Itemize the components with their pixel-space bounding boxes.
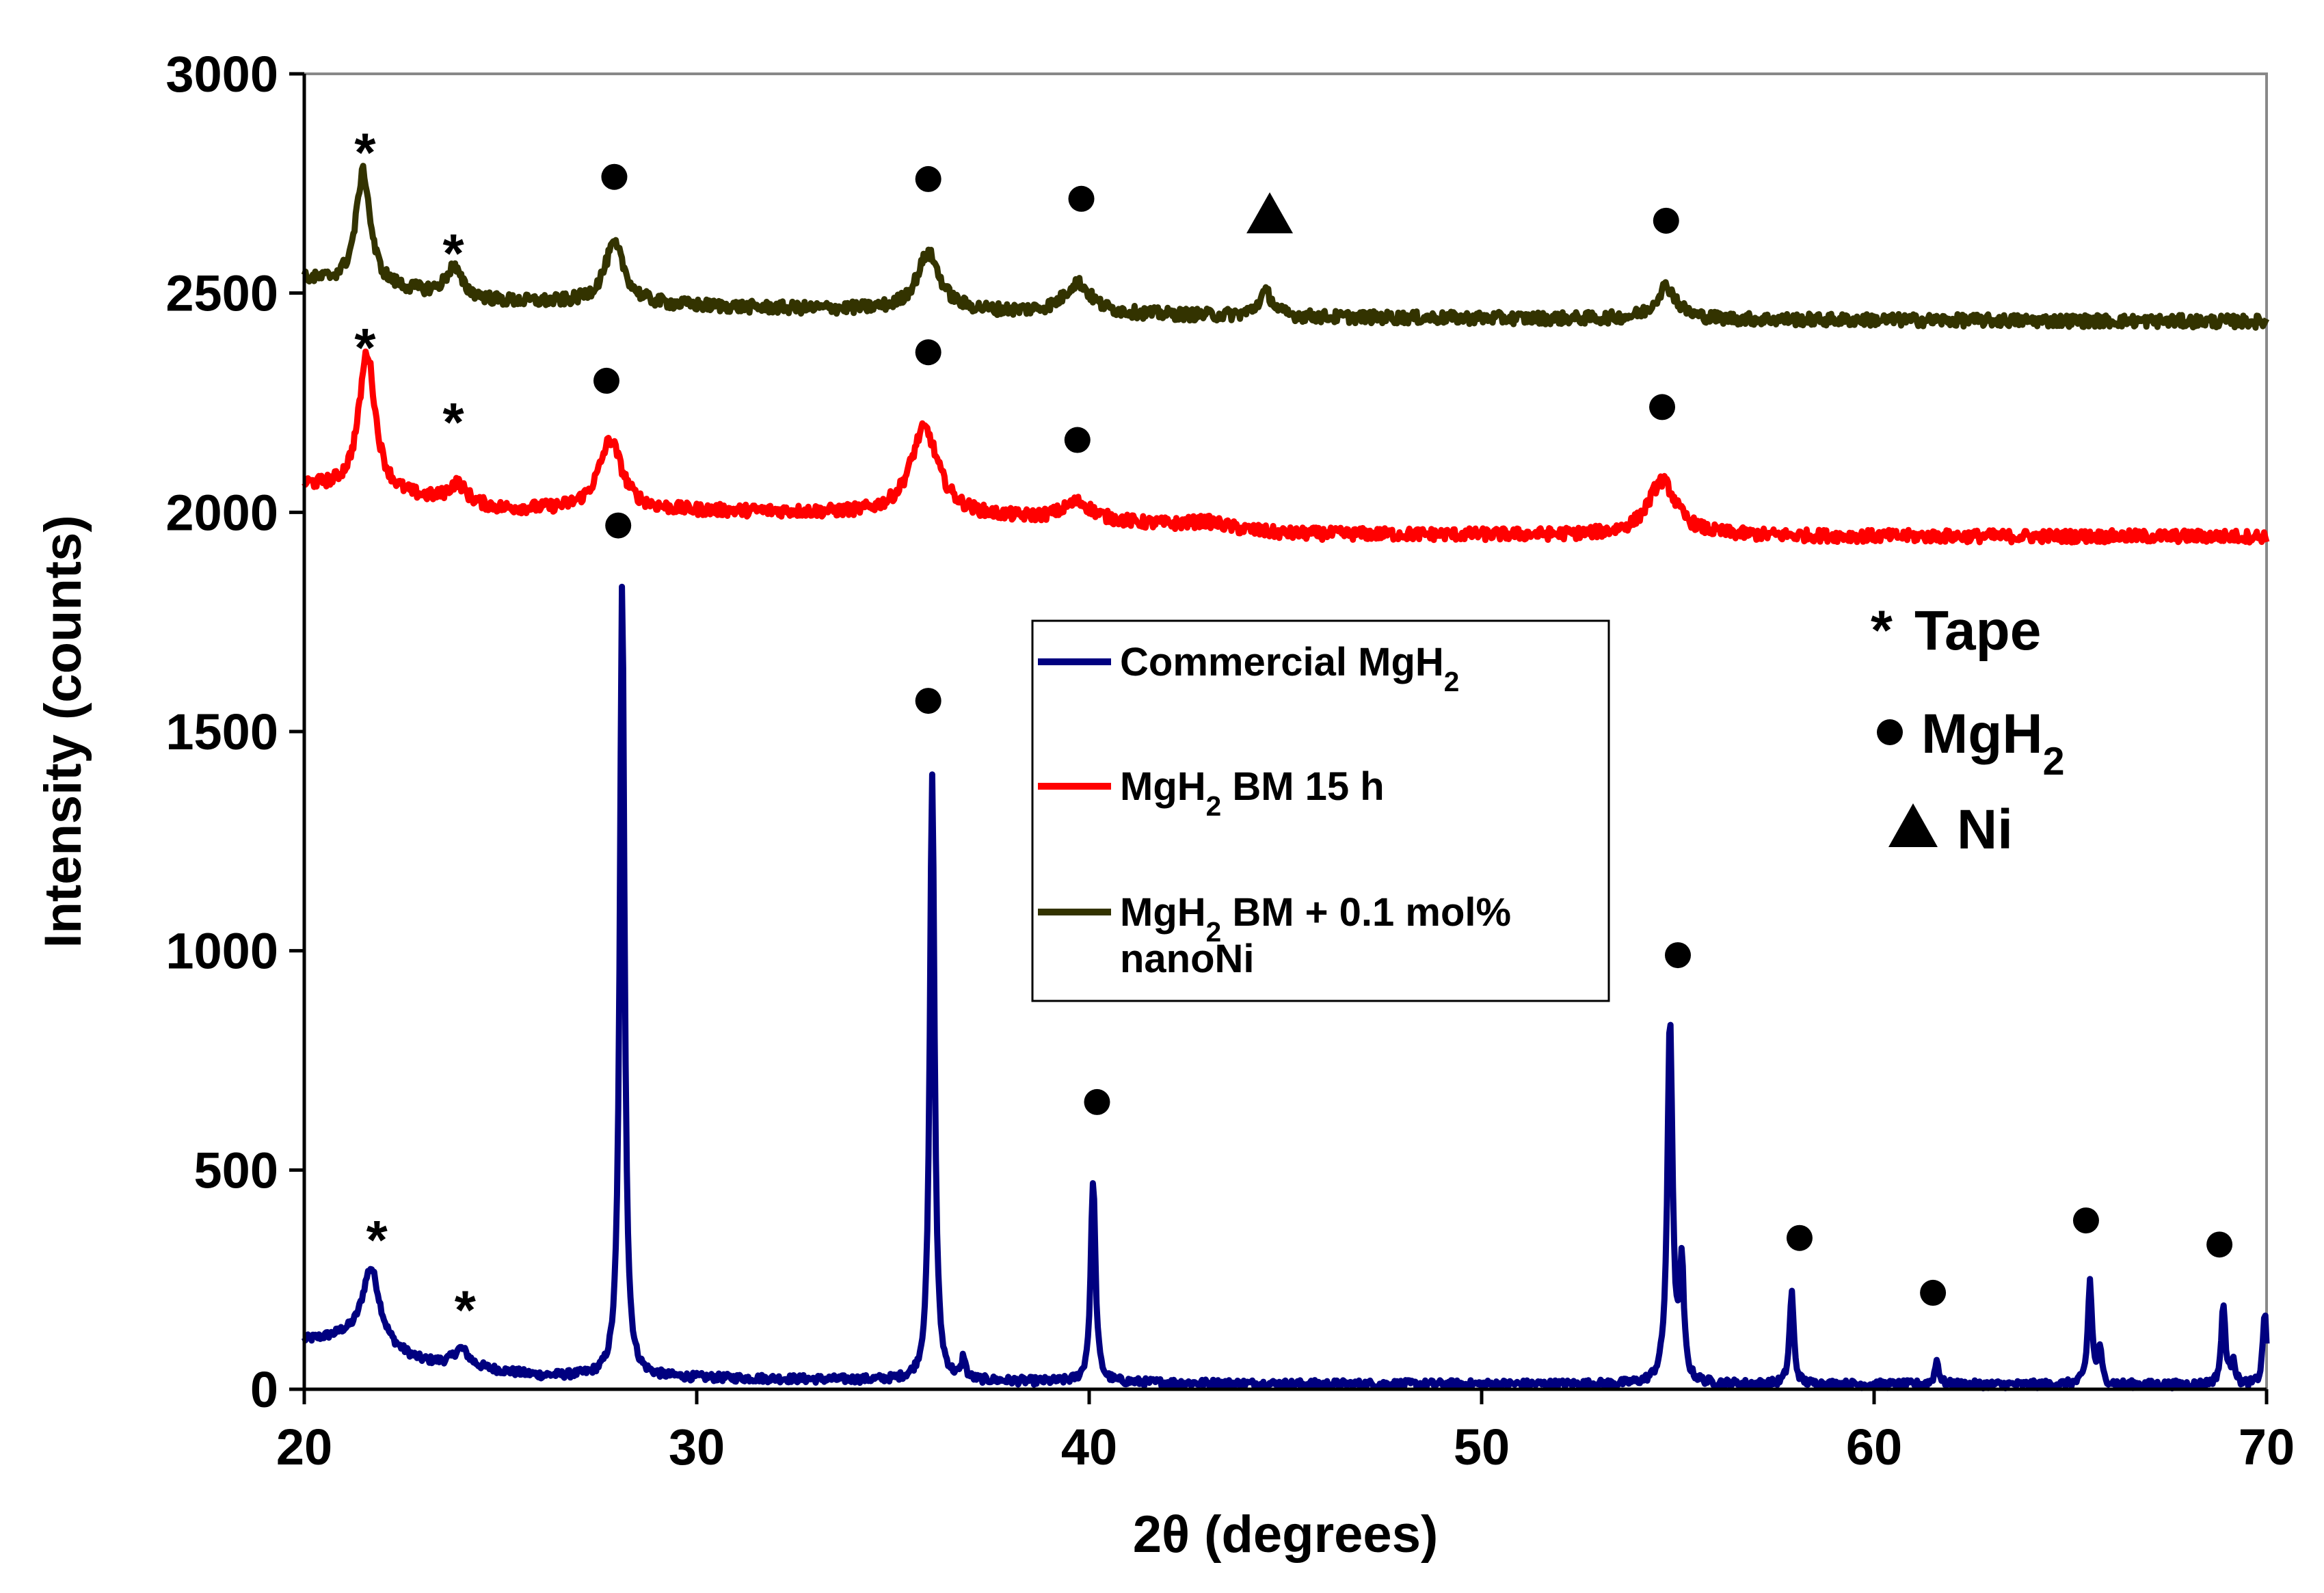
legend-label-3: nanoNi [1120,937,1255,981]
key-triangle-symbol [1888,803,1938,847]
mgh2-marker [2206,1231,2233,1258]
series-line-2 [302,348,2270,546]
mgh2-marker [1786,1224,1813,1251]
mgh2-marker [1068,185,1095,212]
key-label-mgh2: MgH2 [1921,703,2065,784]
mgh2-marker [593,367,619,394]
x-tick-label: 30 [669,1419,725,1475]
key-circle-symbol [1877,719,1903,745]
mgh2-marker [1653,207,1679,234]
x-axis-title: 2θ (degrees) [1133,1505,1439,1564]
tape-marker: * [443,223,465,284]
mgh2-marker [1649,394,1676,420]
legend: Commercial MgH2 MgH2 BM 15 h MgH2 BM + 0.1… [1031,619,1610,1002]
key-label-tape: Tape [1914,600,2041,662]
ni-marker [1246,192,1294,234]
legend-items: Commercial MgH2 MgH2 BM 15 h MgH2 BM + 0.1… [1038,640,1511,981]
tape-marker: * [354,317,376,378]
mgh2-marker [1064,427,1091,453]
mgh2-marker [1665,942,1691,969]
mgh2-marker [915,688,941,714]
y-tick-label: 2500 [165,265,278,322]
y-axis-title: Intensity (counts) [34,515,92,948]
tape-marker: * [443,392,465,453]
mgh2-marker [2072,1207,2099,1234]
mgh2-marker [915,339,941,366]
x-tick-label: 60 [1846,1419,1902,1475]
y-tick-label: 0 [250,1361,278,1418]
peak-markers: * * * * * * [354,122,2233,1341]
mgh2-marker [605,512,632,539]
symbol-key: * Tape MgH2 Ni [1871,600,2065,861]
mgh2-marker [915,165,941,192]
series-line-3 [301,163,2270,331]
key-label-ni: Ni [1957,799,2013,861]
axis-ticks: 20 30 40 50 60 70 0 500 1000 1500 2000 2500 3000 [165,46,2295,1475]
x-tick-label: 70 [2239,1419,2295,1475]
mgh2-marker [1084,1088,1110,1115]
tape-marker: * [455,1280,477,1341]
y-tick-label: 2000 [165,484,278,541]
legend-label-3: MgH2 BM + 0.1 mol% [1120,890,1511,948]
tape-marker: * [354,122,376,183]
x-tick-label: 20 [276,1419,332,1475]
x-tick-label: 40 [1061,1419,1117,1475]
y-tick-label: 1000 [165,923,278,980]
x-tick-label: 50 [1454,1419,1510,1475]
legend-label-1: Commercial MgH2 [1120,640,1459,697]
legend-label-2: MgH2 BM 15 h [1120,764,1385,822]
mgh2-marker [1920,1279,1947,1306]
series-traces [301,163,2270,1392]
series-line-1 [301,583,2270,1392]
key-asterisk-symbol: * [1871,600,1893,662]
y-tick-label: 3000 [165,46,278,103]
legend-box [1031,619,1610,1002]
mgh2-marker [601,163,628,190]
y-tick-label: 1500 [165,704,278,760]
y-tick-label: 500 [194,1142,278,1199]
tape-marker: * [366,1209,388,1270]
